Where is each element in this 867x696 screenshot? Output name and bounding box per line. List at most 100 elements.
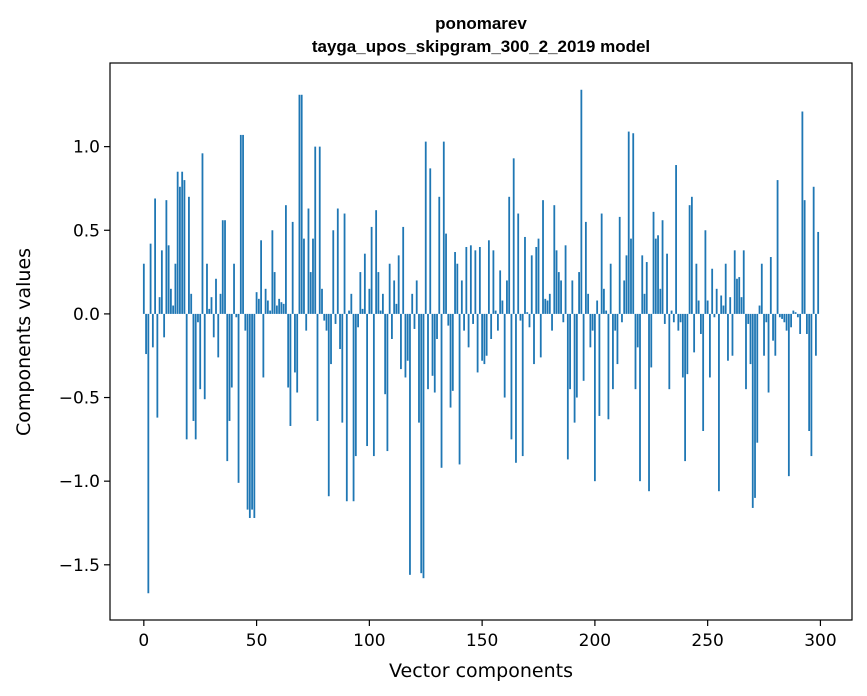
- bar: [794, 312, 797, 314]
- bar: [695, 263, 698, 314]
- bar: [693, 313, 696, 353]
- bar: [722, 305, 725, 314]
- bar: [587, 293, 590, 314]
- bar: [451, 313, 454, 391]
- bar: [467, 313, 470, 348]
- bar: [388, 263, 391, 314]
- bar: [603, 288, 605, 314]
- bar: [661, 220, 664, 314]
- y-tick-label: −1.5: [59, 556, 100, 576]
- bar: [314, 146, 317, 314]
- bar: [440, 313, 443, 468]
- bar: [670, 310, 673, 314]
- bar: [147, 313, 150, 594]
- bar: [643, 293, 646, 314]
- bar: [571, 280, 574, 314]
- bar: [424, 141, 427, 314]
- bar: [546, 300, 549, 314]
- bar: [612, 313, 614, 390]
- x-axis-ticks: 0 50 100 150 200 250 300: [138, 620, 837, 651]
- bar: [226, 313, 229, 462]
- bar: [239, 134, 242, 314]
- bar: [767, 313, 770, 393]
- bar: [235, 313, 238, 318]
- bar: [273, 272, 276, 314]
- bar: [334, 313, 337, 324]
- bar: [415, 280, 418, 314]
- bar: [224, 220, 226, 314]
- bar: [158, 297, 161, 314]
- bar: [815, 313, 817, 356]
- bar: [515, 313, 517, 463]
- bar: [801, 111, 804, 314]
- bar: [433, 313, 436, 393]
- bar: [402, 226, 405, 314]
- bar: [233, 263, 235, 314]
- bar: [524, 236, 526, 314]
- bar: [264, 288, 267, 314]
- bar: [562, 313, 565, 323]
- bar: [341, 313, 344, 423]
- bar: [307, 208, 310, 314]
- bar: [632, 133, 635, 314]
- bar: [706, 300, 709, 314]
- bar: [169, 288, 172, 314]
- bar: [512, 158, 515, 314]
- bar: [248, 313, 251, 518]
- bar: [616, 313, 619, 365]
- bar: [596, 300, 599, 314]
- y-tick-label: −1.0: [59, 472, 100, 492]
- bar: [386, 313, 389, 452]
- bar: [679, 313, 682, 323]
- bar: [305, 313, 308, 331]
- bar: [517, 213, 520, 314]
- bar: [185, 313, 188, 440]
- bar: [167, 245, 170, 314]
- bar: [506, 280, 508, 314]
- bar: [246, 313, 249, 510]
- bar: [210, 297, 213, 314]
- bar: [192, 313, 195, 421]
- bar: [787, 313, 790, 477]
- bar: [605, 310, 608, 314]
- bar: [395, 303, 398, 314]
- bar: [765, 313, 768, 323]
- bar: [593, 313, 596, 482]
- y-tick-label: 0.5: [73, 221, 100, 241]
- bar: [266, 300, 269, 314]
- bar: [418, 313, 420, 423]
- bar: [668, 313, 671, 390]
- bar: [781, 313, 783, 319]
- bar: [217, 313, 220, 358]
- bar: [280, 302, 283, 314]
- bar: [289, 313, 292, 426]
- bar: [805, 313, 808, 334]
- bar: [436, 313, 438, 339]
- bar: [736, 278, 738, 314]
- bar: [566, 313, 569, 460]
- bar: [772, 313, 774, 341]
- bar: [460, 280, 463, 314]
- bar: [715, 288, 718, 314]
- bar: [447, 313, 450, 326]
- bar: [208, 308, 211, 314]
- bar: [197, 313, 199, 323]
- bar: [609, 263, 612, 314]
- bar: [325, 313, 328, 331]
- bar: [630, 238, 632, 314]
- bar: [359, 272, 362, 314]
- bar: [760, 263, 763, 314]
- bar: [537, 238, 540, 314]
- bar: [709, 313, 711, 378]
- bar: [702, 313, 705, 431]
- bar: [442, 141, 445, 314]
- bar: [666, 253, 668, 314]
- bar: [366, 313, 368, 447]
- bar: [255, 292, 258, 314]
- bar: [156, 313, 159, 418]
- bar: [575, 313, 578, 398]
- bar: [776, 180, 779, 314]
- bar: [688, 205, 691, 314]
- bar: [228, 313, 231, 421]
- bar: [345, 313, 348, 502]
